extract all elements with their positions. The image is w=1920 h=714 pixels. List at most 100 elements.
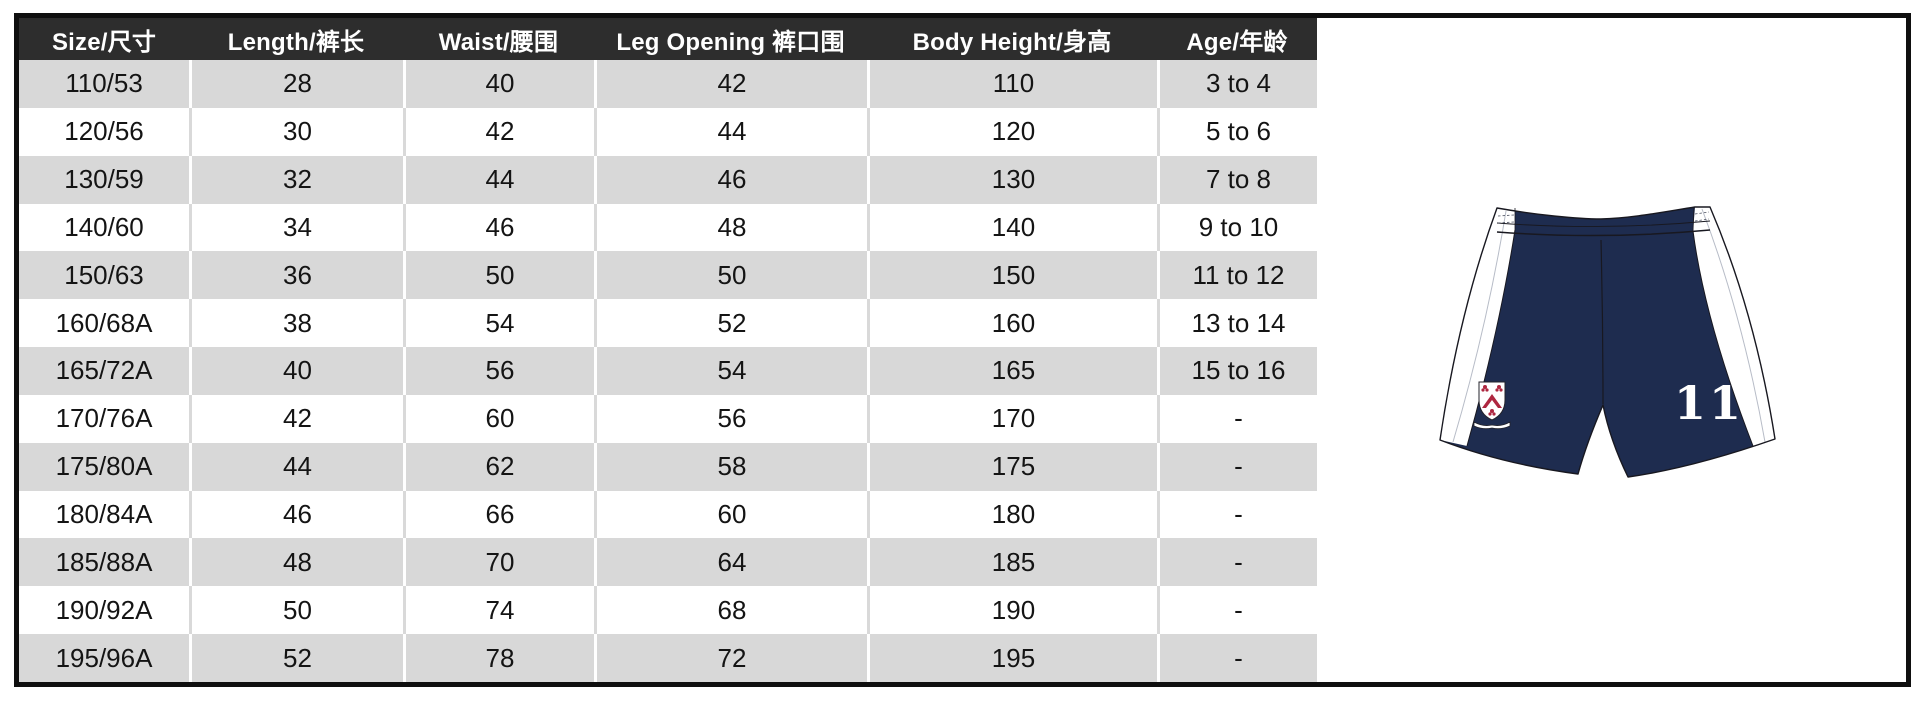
table-cell: 66	[403, 490, 594, 539]
table-cell: 120/56	[64, 116, 144, 147]
table-cell: 160	[867, 299, 1157, 348]
table-cell: 170/76A	[55, 403, 153, 434]
table-cell: 56	[403, 347, 594, 395]
crest-chevron	[1482, 394, 1502, 408]
size-chart-table: Size/尺寸 Length/裤长 Waist/腰围 Leg Opening 裤…	[19, 18, 1317, 682]
table-cell: 48	[594, 203, 867, 252]
table-cell: 46	[403, 203, 594, 252]
crest-flowers	[1481, 385, 1503, 416]
table-cell: 44	[594, 107, 867, 156]
table-row: 170/76A 42 60 56 170-	[19, 394, 1317, 443]
table-cell: 9 to 10	[1157, 203, 1317, 252]
crest-scroll	[1473, 421, 1511, 430]
table-cell: 110	[867, 60, 1157, 108]
table-cell: -	[1157, 442, 1317, 491]
table-row: 140/60 34 46 48 140 9 to 10	[19, 203, 1317, 252]
table-cell: -	[1157, 538, 1317, 587]
column-header-size: Size/尺寸	[51, 28, 157, 56]
table-cell: 130/59	[64, 164, 144, 195]
table-cell: 34	[189, 203, 403, 252]
table-row: 165/72A 40 56 54 165 15 to 16	[19, 347, 1317, 395]
table-cell: 5 to 6	[1157, 107, 1317, 156]
table-cell: 3 to 4	[1157, 60, 1317, 108]
table-cell: 46	[189, 490, 403, 539]
table-cell: 58	[594, 442, 867, 491]
table-cell: 110/53	[65, 68, 143, 99]
table-cell: 180/84A	[55, 499, 153, 530]
column-header-leg-opening: Leg Opening 裤口围	[616, 28, 845, 56]
table-cell: 195	[867, 634, 1157, 682]
table-cell: 48	[189, 538, 403, 587]
table-cell: 38	[189, 299, 403, 348]
table-cell: 7 to 8	[1157, 155, 1317, 204]
table-cell: 52	[189, 634, 403, 682]
shorts-illustration: 11	[1439, 206, 1776, 478]
table-cell: 50	[189, 586, 403, 635]
table-cell: 185/88A	[55, 546, 153, 577]
table-row: 175/80A 44 62 58 175-	[19, 442, 1317, 491]
table-body: 110/53 28 40 42 110 3 to 4 120/56 30 42 44 120 5 t…	[19, 60, 1317, 682]
table-cell: -	[1157, 394, 1317, 443]
table-row: 150/63 36 50 50 150 11 to 12	[19, 251, 1317, 300]
stripe-left-edge	[1466, 229, 1516, 447]
outer-frame: Size/尺寸 Length/裤长 Waist/腰围 Leg Opening 裤…	[14, 13, 1911, 687]
table-cell: 68	[594, 586, 867, 635]
table-cell: 50	[594, 251, 867, 300]
table-row: 195/96A 52 78 72 195-	[19, 634, 1317, 682]
column-header-body-height: Body Height/身高	[912, 28, 1112, 56]
table-cell: 150/63	[64, 259, 144, 290]
column-header-waist: Waist/腰围	[438, 28, 559, 56]
table-cell: -	[1157, 634, 1317, 682]
table-cell: 190/92A	[55, 594, 153, 625]
table-cell: 165/72A	[55, 355, 153, 386]
team-crest	[1473, 381, 1511, 430]
column-header-length: Length/裤长	[227, 28, 365, 56]
table-cell: 46	[594, 155, 867, 204]
table-cell: -	[1157, 586, 1317, 635]
table-cell: 170	[867, 394, 1157, 443]
product-image-area: 11	[1437, 202, 1777, 482]
table-cell: 120	[867, 107, 1157, 156]
table-cell: 140/60	[64, 211, 144, 242]
table-cell: 52	[594, 299, 867, 348]
table-cell: 195/96A	[55, 642, 153, 673]
column-header-age: Age/年龄	[1186, 28, 1288, 56]
table-cell: 32	[189, 155, 403, 204]
table-cell: 44	[403, 155, 594, 204]
table-cell: 70	[403, 538, 594, 587]
table-cell: 185	[867, 538, 1157, 587]
table-row: 110/53 28 40 42 110 3 to 4	[19, 60, 1317, 108]
table-cell: 42	[403, 107, 594, 156]
table-cell: 42	[189, 394, 403, 443]
table-cell: 130	[867, 155, 1157, 204]
waistband-stitch-bottom	[1496, 229, 1711, 237]
table-row: 130/59 32 44 46 130 7 to 8	[19, 155, 1317, 204]
table-cell: 54	[403, 299, 594, 348]
table-cell: 56	[594, 394, 867, 443]
table-cell: 60	[594, 490, 867, 539]
table-cell: 180	[867, 490, 1157, 539]
table-cell: 28	[189, 60, 403, 108]
table-cell: 60	[403, 394, 594, 443]
table-cell: 190	[867, 586, 1157, 635]
table-cell: 160/68A	[55, 307, 153, 338]
waistband-stitch-top	[1496, 220, 1711, 227]
table-cell: 50	[403, 251, 594, 300]
table-cell: 40	[403, 60, 594, 108]
table-cell: 140	[867, 203, 1157, 252]
table-cell: 62	[403, 442, 594, 491]
stripe-right-edge	[1692, 230, 1754, 447]
shorts-outline	[1439, 206, 1776, 478]
table-row: 160/68A 38 54 52 160 13 to 14	[19, 299, 1317, 348]
table-cell: 64	[594, 538, 867, 587]
table-row: 120/56 30 42 44 120 5 to 6	[19, 107, 1317, 156]
stripe-left-stitch	[1452, 210, 1507, 443]
table-cell: 165	[867, 347, 1157, 395]
table-cell: 175/80A	[55, 451, 153, 482]
table-cell: 11 to 12	[1157, 251, 1317, 300]
table-cell: 42	[594, 60, 867, 108]
table-cell: 72	[594, 634, 867, 682]
table-cell: 150	[867, 251, 1157, 300]
table-cell: 15 to 16	[1157, 347, 1317, 395]
tab-dashed-stitches	[1497, 211, 1710, 224]
